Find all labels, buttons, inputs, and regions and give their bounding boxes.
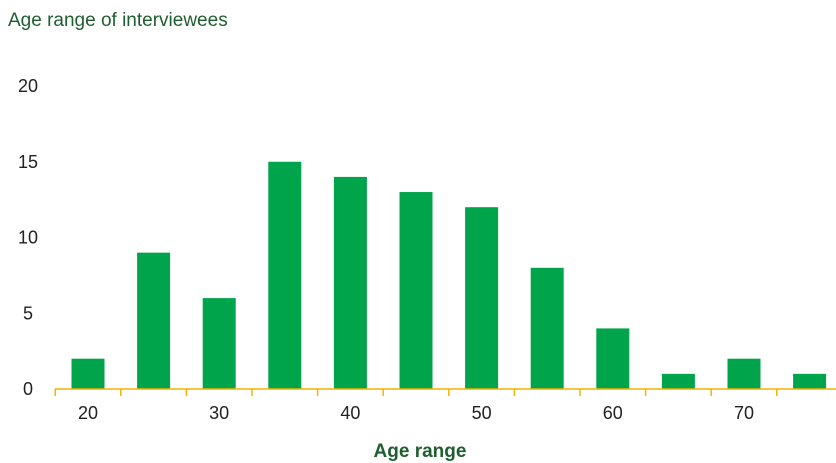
bar: [530, 267, 564, 389]
x-tick-label: 40: [340, 403, 360, 423]
bar: [661, 373, 695, 389]
y-tick-label: 15: [18, 152, 38, 172]
chart-title: Age range of interviewees: [8, 10, 228, 31]
bar: [727, 358, 761, 389]
bar: [268, 161, 302, 389]
y-tick-label: 0: [23, 379, 33, 399]
x-axis-label: Age range: [374, 441, 467, 462]
bar: [202, 298, 236, 389]
x-tick-label: 50: [472, 403, 492, 423]
y-tick-label: 20: [18, 76, 38, 96]
bar: [137, 252, 171, 389]
bar: [71, 358, 105, 389]
y-tick-label: 5: [23, 303, 33, 323]
x-axis-tick-marks: [54, 389, 778, 396]
y-axis-ticks: 0 5 10 15 20: [18, 76, 38, 399]
x-tick-label: 60: [603, 403, 623, 423]
x-tick-label: 30: [209, 403, 229, 423]
bars: [71, 161, 827, 389]
bar: [399, 192, 433, 389]
bar: [465, 207, 499, 389]
x-tick-label: 70: [734, 403, 754, 423]
bar: [333, 176, 367, 389]
bar: [793, 373, 827, 389]
bar: [596, 328, 630, 389]
x-axis-tick-labels: 20 30 40 50 60 70: [78, 403, 754, 423]
y-tick-label: 10: [18, 228, 38, 248]
x-tick-label: 20: [78, 403, 98, 423]
